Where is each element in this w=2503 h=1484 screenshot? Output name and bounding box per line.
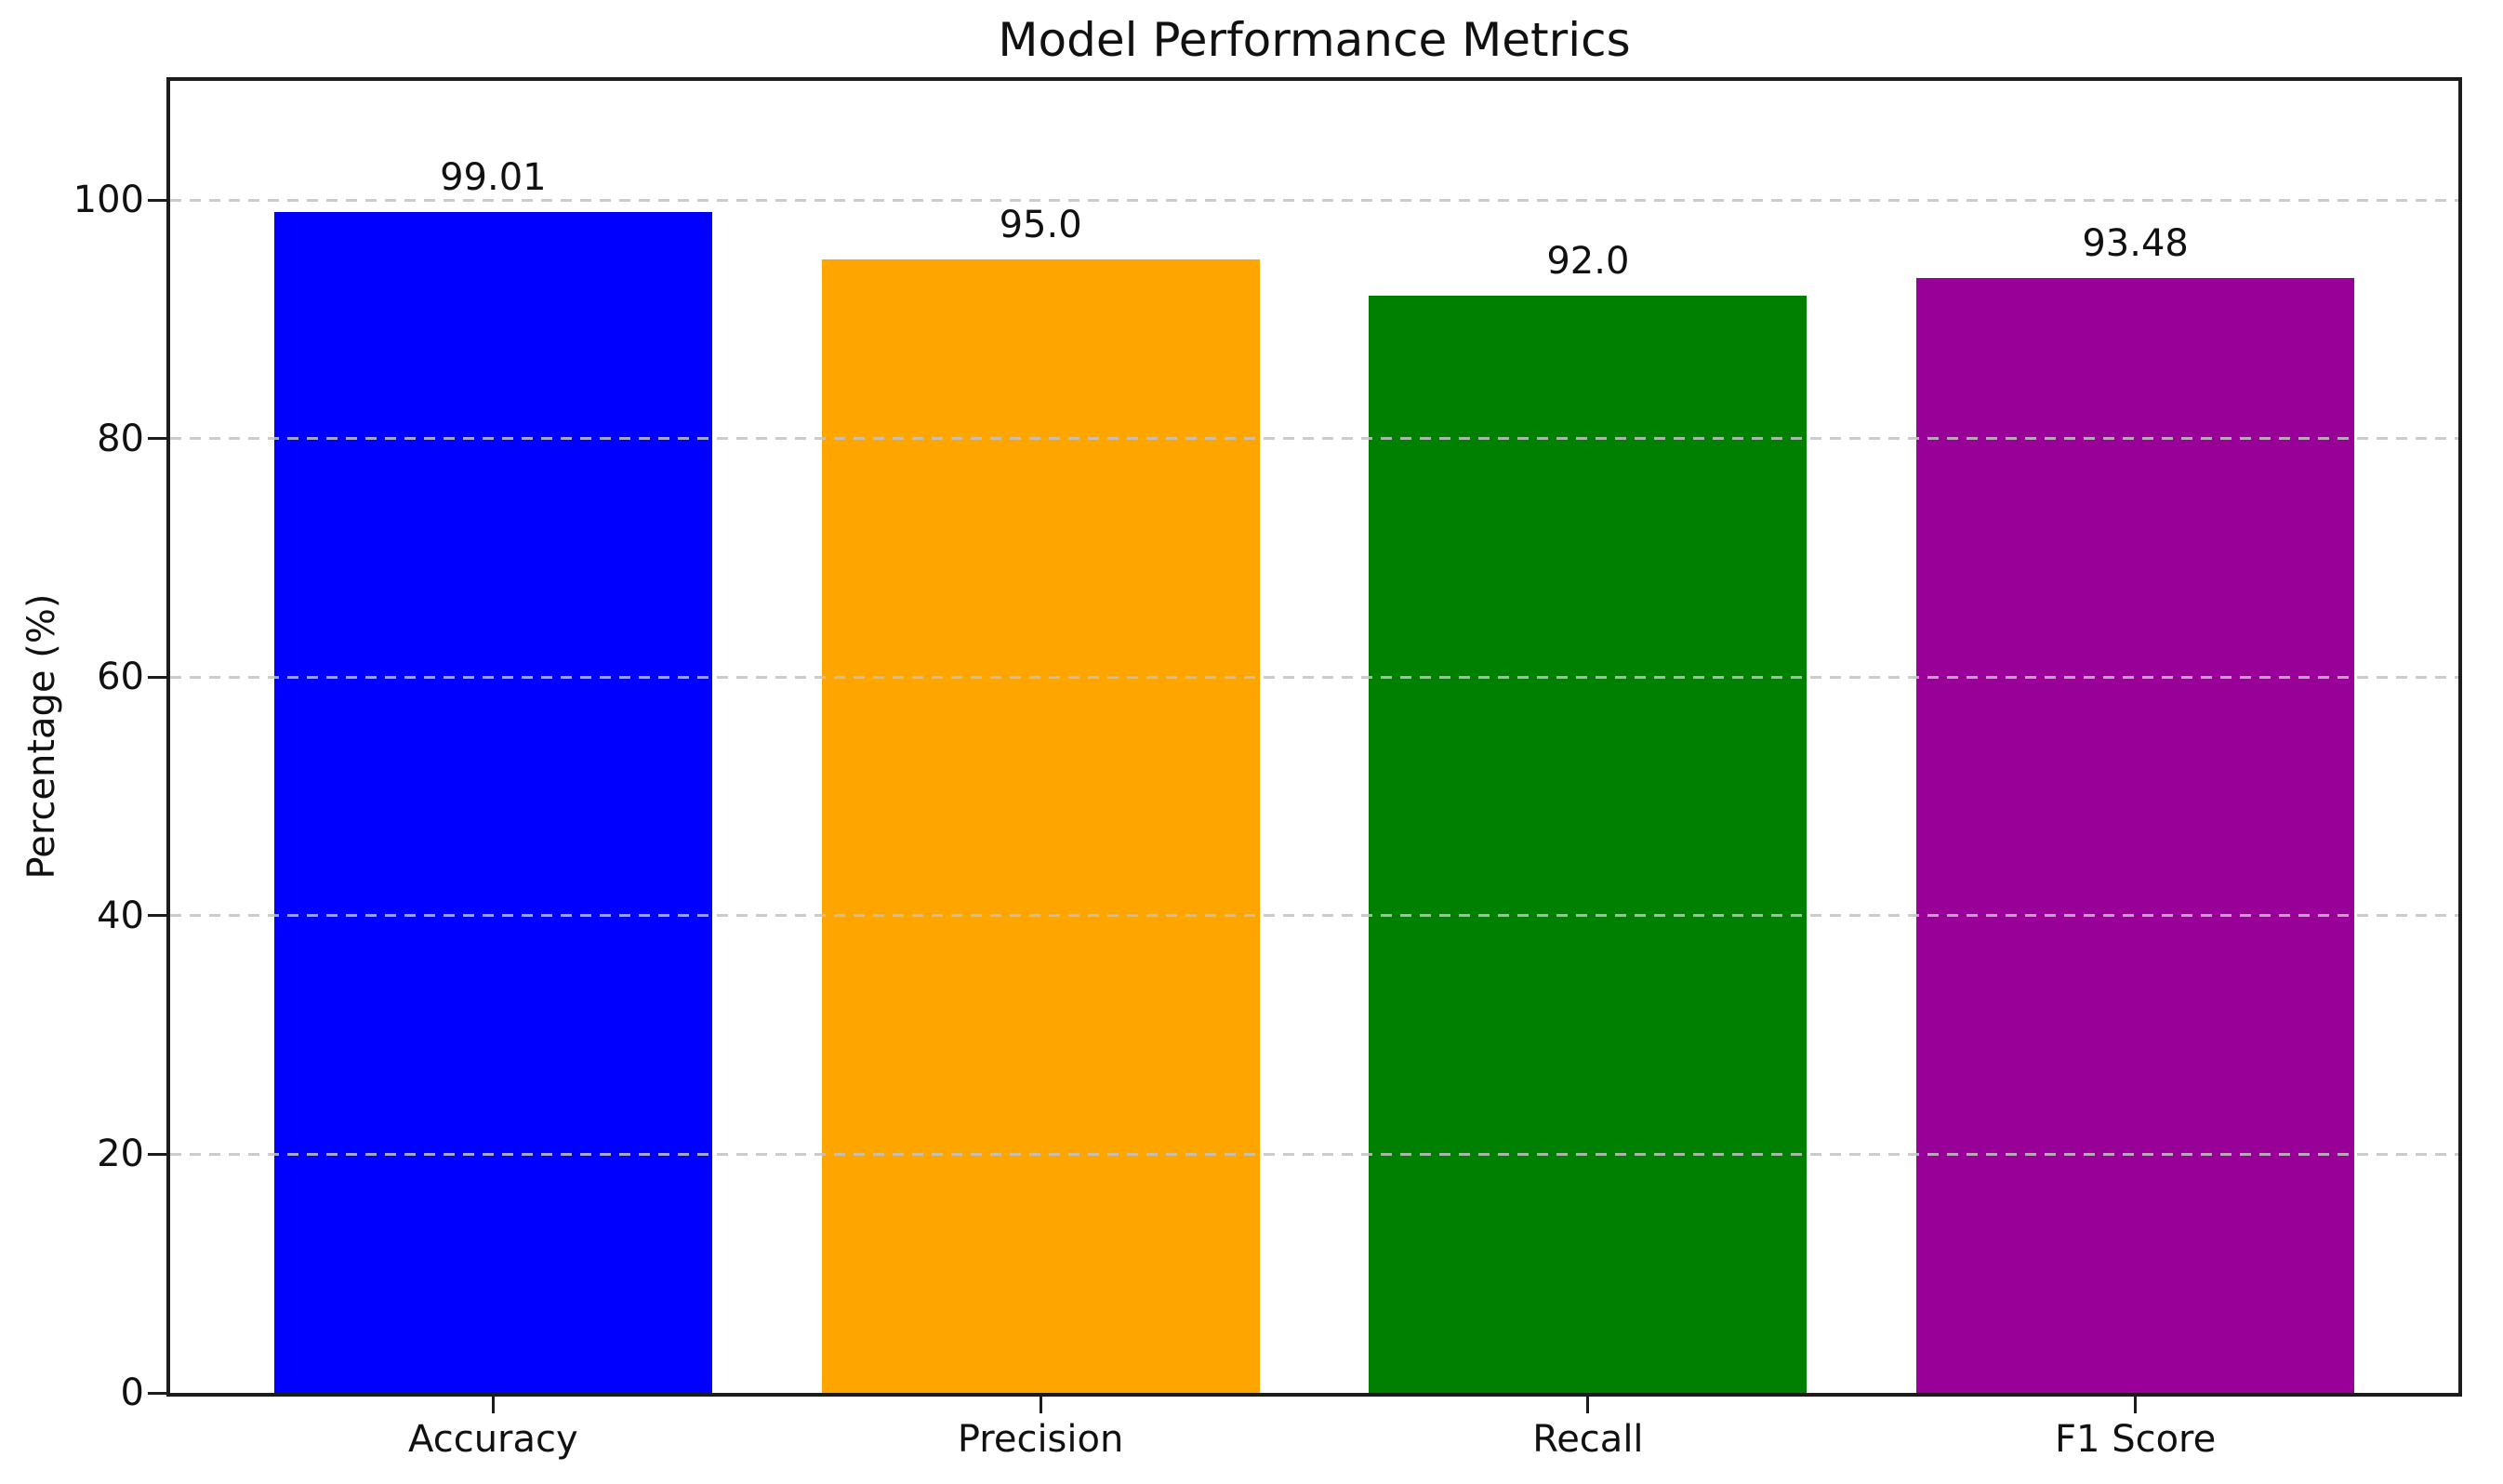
y-tick-mark-80 — [148, 437, 166, 441]
value-label-precision: 95.0 — [999, 204, 1082, 247]
x-tick-label-precision: Precision — [957, 1418, 1124, 1461]
y-tick-mark-0 — [148, 1391, 166, 1395]
gridline-y-60 — [170, 675, 2458, 679]
gridline-y-40 — [170, 914, 2458, 918]
x-tick-mark-accuracy — [491, 1397, 495, 1413]
bar-accuracy — [273, 211, 712, 1393]
x-tick-label-recall: Recall — [1532, 1418, 1644, 1461]
x-tick-label-f1-score: F1 Score — [2055, 1418, 2217, 1461]
y-tick-label-20: 20 — [97, 1133, 144, 1176]
gridline-y-20 — [170, 1152, 2458, 1156]
y-tick-mark-60 — [148, 675, 166, 679]
value-label-accuracy: 99.01 — [440, 155, 547, 199]
y-tick-label-80: 80 — [97, 417, 144, 460]
bar-precision — [821, 259, 1260, 1393]
x-tick-label-accuracy: Accuracy — [408, 1418, 578, 1461]
y-tick-label-40: 40 — [97, 894, 144, 937]
x-tick-mark-recall — [1586, 1397, 1590, 1413]
y-tick-mark-40 — [148, 914, 166, 918]
y-tick-mark-20 — [148, 1152, 166, 1156]
bar-f1-score — [1916, 277, 2355, 1393]
x-tick-mark-precision — [1039, 1397, 1042, 1413]
y-tick-mark-100 — [148, 198, 166, 202]
y-tick-label-60: 60 — [97, 656, 144, 699]
bar-recall — [1369, 295, 1808, 1393]
gridline-y-80 — [170, 437, 2458, 441]
chart-title: Model Performance Metrics — [998, 13, 1631, 67]
x-tick-mark-f1-score — [2134, 1397, 2138, 1413]
y-tick-label-100: 100 — [73, 179, 144, 222]
y-axis-label: Percentage (%) — [20, 593, 63, 880]
y-tick-label-0: 0 — [120, 1371, 144, 1414]
gridline-y-100 — [170, 198, 2458, 202]
plot-area: 99.01 95.0 92.0 93.48 — [166, 77, 2462, 1397]
value-label-recall: 92.0 — [1546, 239, 1630, 283]
value-label-f1-score: 93.48 — [2082, 221, 2189, 265]
